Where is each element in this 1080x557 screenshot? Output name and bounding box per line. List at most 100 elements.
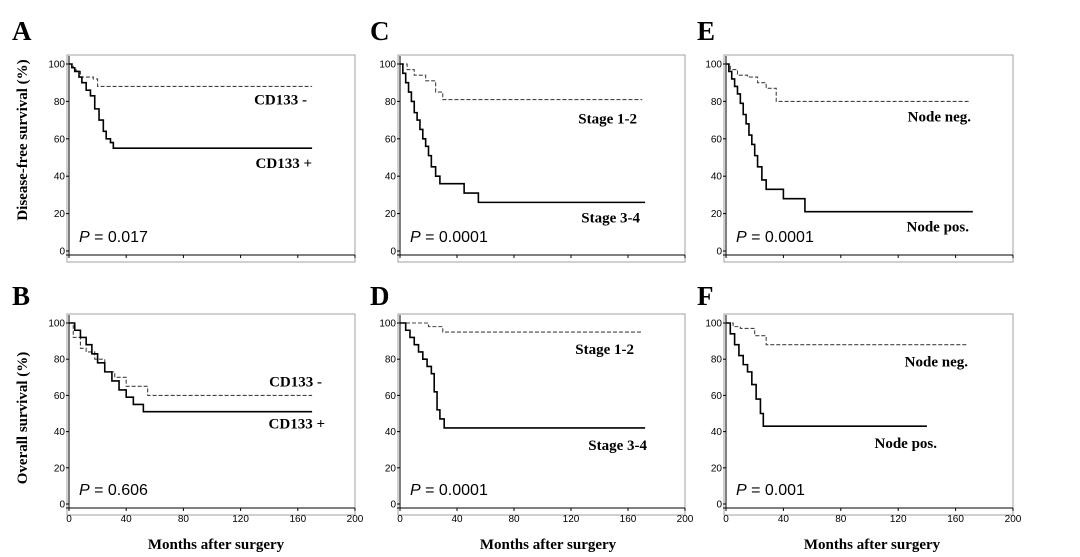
p-number: = 0.0001 <box>747 229 814 246</box>
panel-E: E 0 20 40 60 80 100 Node neg. Node pos. P = 0.000… <box>697 16 1014 263</box>
xtick-label: 120 <box>232 514 249 525</box>
ytick-label: 0 <box>390 247 396 258</box>
ytick-label: 0 <box>59 247 65 258</box>
series-label-E-1: Node neg. <box>908 109 972 125</box>
panel-letter-C: C <box>370 16 390 46</box>
series-line-E-2 <box>726 63 973 213</box>
series-line-B-1 <box>69 322 313 396</box>
series-line-F-2 <box>726 322 927 427</box>
panel-C: C 0 20 40 60 80 100 Stage 1-2 Stage 3-4 P = 0.000… <box>370 16 686 263</box>
p-value-D: P = 0.0001 <box>410 482 488 499</box>
series-label-B-2: CD133 + <box>269 417 325 433</box>
ytick-label: 40 <box>711 172 723 183</box>
ytick-label: 100 <box>705 60 722 71</box>
panel-letter-E: E <box>697 16 715 46</box>
p-value-E: P = 0.0001 <box>736 229 814 246</box>
panel-D: D 0 20 40 60 80 100 0 40 80 120 160 200 Stage 1-2 Stag… <box>370 281 694 525</box>
ytick-label: 20 <box>54 209 66 220</box>
ytick-label: 40 <box>54 427 66 438</box>
xtick-label: 80 <box>508 514 520 525</box>
ytick-label: 60 <box>54 134 66 145</box>
xtick-label: 160 <box>947 514 964 525</box>
xtick-label: 160 <box>289 514 306 525</box>
plot-frame-B <box>66 313 356 516</box>
ytick-label: 80 <box>54 97 66 108</box>
p-number: = 0.606 <box>90 482 148 499</box>
ytick-label: 60 <box>385 134 397 145</box>
series-label-E-2: Node pos. <box>906 220 969 236</box>
series-line-A-2 <box>69 63 313 149</box>
xlabel-col-3: Months after surgery <box>804 537 941 553</box>
series-line-A-1 <box>69 63 313 87</box>
series-label-D-2: Stage 3-4 <box>588 438 647 454</box>
p-symbol: P <box>79 229 90 246</box>
ytick-label: 0 <box>716 247 722 258</box>
xtick-label: 120 <box>890 514 907 525</box>
ytick-label: 0 <box>390 500 396 511</box>
ytick-label: 40 <box>385 427 397 438</box>
ylabel-overall: Overall survival (%) <box>15 352 31 484</box>
panel-letter-B: B <box>12 281 30 311</box>
p-value-F: P = 0.001 <box>736 482 805 499</box>
ytick-label: 100 <box>705 319 722 330</box>
series-label-A-2: CD133 + <box>256 156 312 172</box>
panel-letter-D: D <box>370 281 390 311</box>
xlabel-col-2: Months after surgery <box>480 537 617 553</box>
p-value-A: P = 0.017 <box>79 229 148 246</box>
ytick-label: 100 <box>379 60 396 71</box>
series-line-F-1 <box>726 322 968 346</box>
plot-frame-C <box>397 54 686 263</box>
ytick-label: 60 <box>385 391 397 402</box>
ytick-label: 20 <box>385 463 397 474</box>
series-line-C-2 <box>400 63 646 204</box>
ytick-label: 100 <box>48 60 65 71</box>
p-value-B: P = 0.606 <box>79 482 148 499</box>
xtick-label: 40 <box>121 514 133 525</box>
xtick-label: 200 <box>677 514 694 525</box>
xtick-label: 0 <box>66 514 72 525</box>
ytick-label: 80 <box>711 355 723 366</box>
xtick-label: 200 <box>347 514 364 525</box>
p-number: = 0.0001 <box>421 482 488 499</box>
series-label-F-2: Node pos. <box>874 436 937 452</box>
ytick-label: 100 <box>48 319 65 330</box>
series-line-E-1 <box>726 63 970 102</box>
ytick-label: 40 <box>54 172 66 183</box>
panel-A: A 0 20 40 60 80 100 CD133 - CD133 + P = 0.017 <box>12 16 356 263</box>
series-line-B-2 <box>69 322 313 413</box>
ytick-label: 20 <box>711 463 723 474</box>
xtick-label: 80 <box>178 514 190 525</box>
p-value-C: P = 0.0001 <box>410 229 488 246</box>
series-label-C-2: Stage 3-4 <box>581 210 640 226</box>
p-number: = 0.0001 <box>421 229 488 246</box>
p-symbol: P <box>736 229 747 246</box>
ytick-label: 0 <box>59 500 65 511</box>
ytick-label: 80 <box>385 97 397 108</box>
p-number: = 0.001 <box>747 482 805 499</box>
ytick-label: 40 <box>385 172 397 183</box>
ytick-label: 80 <box>54 355 66 366</box>
xtick-label: 80 <box>835 514 847 525</box>
ytick-label: 20 <box>54 463 66 474</box>
ytick-label: 60 <box>54 391 66 402</box>
p-symbol: P <box>410 229 421 246</box>
plot-frame-A <box>66 54 356 263</box>
xlabel-col-1: Months after surgery <box>148 537 285 553</box>
panel-F: F 0 20 40 60 80 100 0 40 80 120 160 200 Node neg. Node… <box>697 281 1022 525</box>
ytick-label: 60 <box>711 134 723 145</box>
ytick-label: 20 <box>385 209 397 220</box>
p-symbol: P <box>79 482 90 499</box>
plot-frame-F <box>723 313 1014 516</box>
ylabel-disease-free: Disease-free survival (%) <box>15 59 31 220</box>
ytick-label: 20 <box>711 209 723 220</box>
ytick-label: 80 <box>385 355 397 366</box>
ytick-label: 80 <box>711 97 723 108</box>
xtick-label: 40 <box>451 514 463 525</box>
xtick-label: 120 <box>563 514 580 525</box>
series-label-C-1: Stage 1-2 <box>578 112 637 128</box>
p-symbol: P <box>736 482 747 499</box>
p-symbol: P <box>410 482 421 499</box>
xtick-label: 0 <box>397 514 403 525</box>
xtick-label: 0 <box>723 514 729 525</box>
